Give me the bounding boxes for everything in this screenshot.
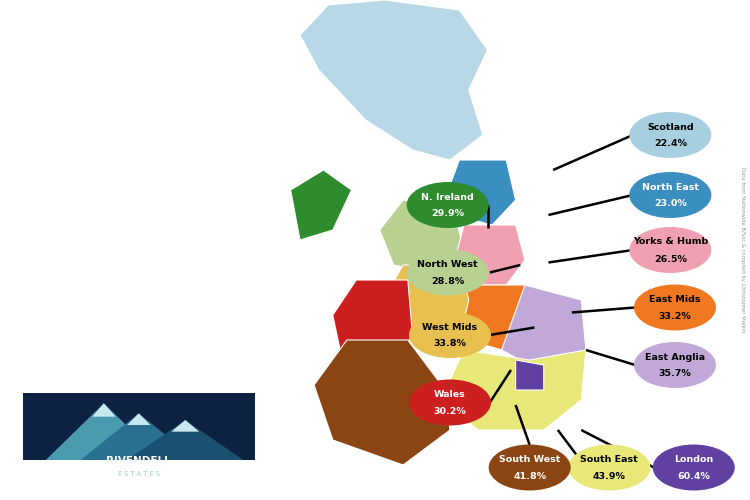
Polygon shape [389, 265, 469, 350]
Text: Data from Nationwide B/Soc & compiled by Christopher Malkin: Data from Nationwide B/Soc & compiled by… [740, 167, 746, 333]
Polygon shape [171, 420, 200, 432]
Polygon shape [450, 160, 516, 225]
Text: N. Ireland: N. Ireland [422, 192, 474, 202]
Ellipse shape [409, 380, 491, 426]
Polygon shape [333, 280, 412, 375]
Text: RIVENDELL: RIVENDELL [106, 456, 171, 466]
Text: E S T A T E S: E S T A T E S [118, 472, 160, 478]
Text: South East: South East [580, 455, 638, 464]
Text: North East: North East [642, 182, 699, 192]
Ellipse shape [568, 444, 650, 490]
Text: 26.5%: 26.5% [654, 254, 687, 264]
Text: 43.9%: 43.9% [593, 472, 626, 481]
Text: South West: South West [499, 455, 560, 464]
Text: North West: North West [417, 260, 478, 269]
Text: West Mids: West Mids [422, 322, 478, 332]
Text: Scotland: Scotland [647, 122, 694, 132]
Ellipse shape [489, 444, 571, 490]
Text: Wales: Wales [434, 390, 466, 399]
Polygon shape [516, 360, 544, 390]
Text: London: London [674, 455, 713, 464]
Polygon shape [81, 414, 196, 460]
Text: 30.2%: 30.2% [433, 407, 466, 416]
Text: 22.4%: 22.4% [654, 140, 687, 148]
Ellipse shape [629, 112, 711, 158]
Text: FTB mortgage
payments as %
of take home
pay by region: FTB mortgage payments as % of take home … [50, 192, 232, 288]
Ellipse shape [634, 342, 716, 388]
Polygon shape [291, 170, 352, 240]
Polygon shape [314, 340, 450, 465]
Text: 41.8%: 41.8% [513, 472, 546, 481]
Ellipse shape [406, 182, 489, 228]
Ellipse shape [634, 284, 716, 331]
Text: East Anglia: East Anglia [645, 352, 705, 362]
Polygon shape [92, 404, 116, 416]
Polygon shape [380, 200, 464, 275]
Ellipse shape [409, 312, 491, 358]
Text: 33.8%: 33.8% [433, 340, 466, 348]
Text: 23.0%: 23.0% [654, 200, 687, 208]
Text: 28.8%: 28.8% [431, 277, 464, 286]
Polygon shape [127, 420, 243, 460]
Text: UK: UK [53, 32, 229, 138]
Text: 33.2%: 33.2% [658, 312, 692, 321]
Polygon shape [502, 285, 586, 365]
Polygon shape [441, 350, 586, 430]
Polygon shape [454, 225, 525, 285]
Text: 60.4%: 60.4% [677, 472, 710, 481]
Text: 29.9%: 29.9% [431, 210, 464, 218]
Polygon shape [454, 285, 530, 350]
Polygon shape [300, 0, 488, 160]
Polygon shape [127, 414, 150, 425]
Polygon shape [46, 404, 162, 460]
Ellipse shape [629, 172, 711, 218]
Ellipse shape [406, 250, 489, 296]
Ellipse shape [652, 444, 735, 490]
Text: Yorks & Humb: Yorks & Humb [633, 238, 708, 246]
Text: East Mids: East Mids [650, 295, 700, 304]
Ellipse shape [629, 227, 711, 273]
Text: 35.7%: 35.7% [658, 370, 692, 378]
FancyBboxPatch shape [22, 394, 255, 460]
